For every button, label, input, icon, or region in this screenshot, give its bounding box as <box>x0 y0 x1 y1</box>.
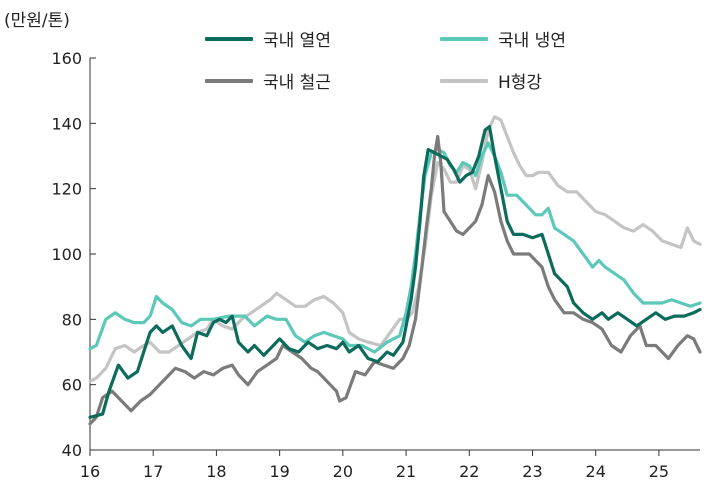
legend: 국내 열연 국내 냉연 국내 철근 H형강 <box>205 26 675 93</box>
y-tick-label: 160 <box>51 49 82 68</box>
x-tick-label: 22 <box>459 462 479 481</box>
x-tick-label: 18 <box>206 462 226 481</box>
y-tick-label: 60 <box>62 376 82 395</box>
legend-label-cold-rolled: 국내 냉연 <box>498 31 566 51</box>
legend-label-hot-rolled: 국내 열연 <box>263 31 331 51</box>
legend-label-h-beam: H형강 <box>498 73 543 93</box>
x-tick-label: 19 <box>269 462 289 481</box>
series-layer <box>88 115 702 426</box>
y-tick-label: 100 <box>51 245 82 264</box>
legend-swatch-hot-rolled <box>205 36 253 41</box>
x-axis: 16 17 18 19 20 21 22 23 24 25 <box>80 449 700 481</box>
legend-item-h-beam: H형강 <box>440 68 542 93</box>
legend-swatch-cold-rolled <box>440 36 488 41</box>
legend-swatch-h-beam <box>440 78 488 83</box>
legend-label-rebar: 국내 철근 <box>263 73 331 93</box>
x-tick-label: 21 <box>396 462 416 481</box>
legend-item-cold-rolled: 국내 냉연 <box>440 26 566 51</box>
series-line-0 <box>88 125 702 419</box>
x-tick-label: 20 <box>333 462 353 481</box>
x-tick-label: 25 <box>649 462 669 481</box>
legend-swatch-rebar <box>205 78 253 83</box>
y-tick-label: 40 <box>62 441 82 460</box>
series-line-2 <box>88 134 702 426</box>
x-tick-label: 17 <box>143 462 163 481</box>
x-tick-label: 16 <box>80 462 100 481</box>
legend-item-hot-rolled: 국내 열연 <box>205 26 331 51</box>
y-tick-label: 120 <box>51 180 82 199</box>
x-tick-label: 23 <box>522 462 542 481</box>
x-tick-label: 24 <box>586 462 606 481</box>
y-tick-label: 140 <box>51 114 82 133</box>
y-tick-label: 80 <box>62 310 82 329</box>
y-axis: 40 60 80 100 120 140 160 <box>51 49 96 460</box>
y-axis-unit-label: (만원/톤) <box>4 11 70 31</box>
legend-item-rebar: 국내 철근 <box>205 68 331 93</box>
